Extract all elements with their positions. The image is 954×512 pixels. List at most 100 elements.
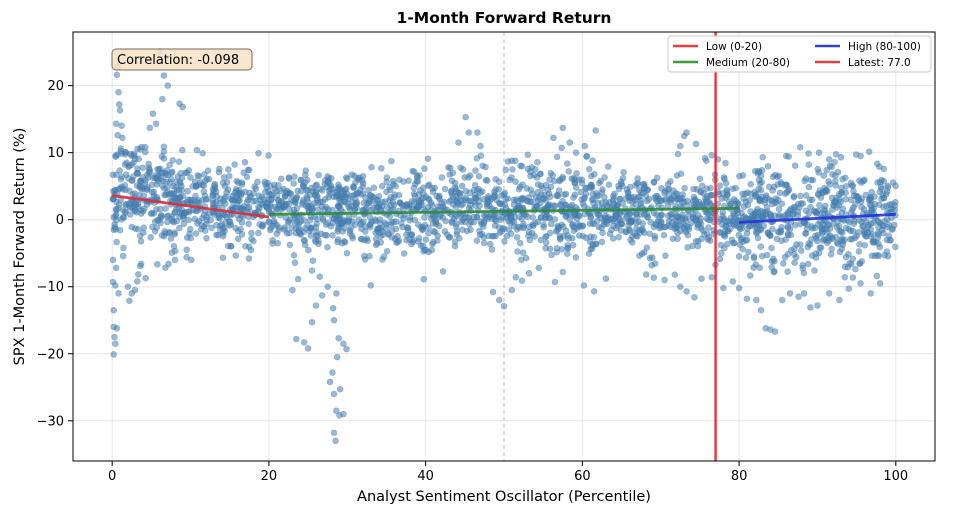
scatter-point (361, 236, 368, 244)
scatter-point (850, 218, 858, 225)
scatter-point (432, 217, 440, 224)
scatter-point (787, 205, 795, 213)
scatter-point (456, 190, 464, 197)
scatter-point (147, 234, 154, 241)
scatter-point (192, 230, 200, 237)
scatter-point (121, 161, 129, 168)
scatter-point (446, 164, 454, 172)
scatter-point (136, 184, 144, 191)
scatter-point (482, 163, 489, 171)
scatter-point (811, 267, 818, 274)
scatter-point (232, 252, 240, 259)
scatter-point (555, 187, 563, 194)
scatter-point (136, 191, 143, 199)
scatter-point (879, 222, 887, 229)
scatter-point (537, 199, 544, 207)
scatter-point (633, 214, 640, 221)
scatter-point (223, 179, 231, 186)
scatter-point (838, 184, 845, 192)
scatter-point (370, 184, 378, 191)
scatter-point (750, 264, 757, 271)
scatter-point (166, 179, 174, 186)
scatter-point (807, 304, 814, 311)
scatter-point (542, 239, 550, 247)
scatter-point (408, 240, 415, 248)
scatter-point (680, 221, 687, 228)
scatter-point (288, 224, 295, 232)
scatter-point (814, 166, 822, 173)
scatter-point (153, 171, 160, 179)
scatter-point (548, 251, 555, 259)
scatter-point (243, 198, 251, 206)
scatter-point (368, 163, 375, 171)
scatter-point (495, 178, 503, 185)
scatter-point (884, 252, 892, 260)
scatter-point (814, 231, 822, 239)
scatter-point (421, 165, 428, 172)
scatter-point (831, 158, 838, 166)
scatter-point (868, 201, 875, 209)
scatter-point (155, 166, 162, 173)
scatter-point (820, 172, 828, 179)
scatter-point (245, 220, 252, 228)
scatter-point (752, 192, 759, 199)
scatter-point (576, 222, 584, 229)
scatter-point (858, 204, 865, 211)
scatter-point (226, 172, 233, 180)
scatter-point (388, 157, 395, 165)
scatter-point (674, 213, 682, 220)
scatter-point (593, 217, 601, 225)
scatter-point (500, 302, 508, 310)
scatter-point (159, 182, 166, 190)
scatter-point (241, 159, 249, 166)
scatter-point (556, 236, 564, 243)
scatter-point (112, 152, 119, 159)
correlation-text: Correlation: -0.098 (117, 53, 239, 68)
scatter-point (805, 150, 812, 157)
scatter-point (504, 158, 512, 165)
scatter-point (634, 175, 641, 182)
scatter-point (473, 237, 481, 244)
scatter-point (173, 217, 180, 225)
scatter-point (474, 187, 481, 194)
scatter-point (847, 235, 854, 243)
scatter-point (797, 192, 804, 200)
scatter-point (587, 214, 595, 221)
scatter-point (853, 232, 861, 240)
x-tick-label: 80 (731, 469, 748, 484)
scatter-point (441, 185, 449, 193)
scatter-point (269, 237, 277, 244)
scatter-point (763, 204, 771, 211)
scatter-point (193, 146, 201, 154)
scatter-point (271, 220, 278, 227)
scatter-point (417, 242, 425, 250)
scatter-point (120, 244, 127, 252)
scatter-point (590, 171, 598, 178)
scatter-point (335, 334, 343, 342)
scatter-point (518, 163, 526, 170)
scatter-point (692, 140, 700, 148)
scatter-point (829, 206, 836, 213)
scatter-point (787, 231, 795, 239)
scatter-point (559, 268, 567, 276)
scatter-point (330, 429, 338, 437)
scatter-point (465, 214, 473, 221)
scatter-point (656, 214, 663, 221)
scatter-point (729, 278, 737, 285)
scatter-point (110, 306, 117, 314)
scatter-point (565, 211, 572, 218)
scatter-point (657, 197, 665, 205)
scatter-point (549, 172, 557, 179)
scatter-point (248, 229, 255, 237)
scatter-point (880, 203, 887, 211)
scatter-point (372, 217, 380, 225)
scatter-point (386, 186, 394, 194)
scatter-point (683, 129, 690, 136)
scatter-point (735, 284, 743, 292)
scatter-point (532, 194, 540, 201)
scatter-point (160, 72, 168, 79)
scatter-point (652, 192, 660, 200)
scatter-point (241, 188, 249, 196)
scatter-point (778, 200, 786, 208)
scatter-point (410, 168, 418, 175)
